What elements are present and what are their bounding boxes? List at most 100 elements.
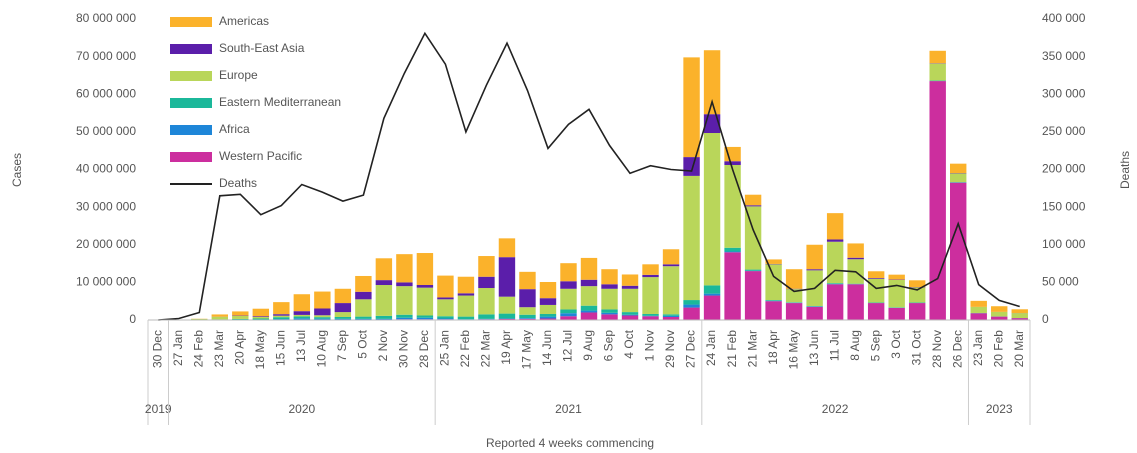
bar-segment bbox=[252, 316, 270, 319]
y-tick-label: 60 000 000 bbox=[76, 86, 136, 100]
bar-segment bbox=[334, 312, 352, 317]
bar-segment bbox=[724, 252, 741, 320]
y-tick-label: 30 000 000 bbox=[76, 199, 136, 213]
bar-segment bbox=[826, 241, 844, 284]
x-tick-label: 28 Dec bbox=[417, 330, 431, 368]
bar-segment bbox=[867, 278, 885, 279]
y2-tick-label: 300 000 bbox=[1042, 86, 1086, 100]
bar-segment bbox=[478, 288, 495, 315]
bar-segment bbox=[519, 318, 536, 319]
bar-segment bbox=[662, 316, 680, 320]
bar-segment bbox=[724, 161, 741, 165]
bar-segment bbox=[355, 316, 372, 319]
bar-segment bbox=[314, 308, 331, 316]
bar-segment bbox=[334, 303, 352, 313]
bar-segment bbox=[375, 318, 393, 320]
bar-segment bbox=[847, 257, 864, 260]
y2-tick-label: 250 000 bbox=[1042, 124, 1086, 138]
bar-segment bbox=[806, 306, 823, 320]
x-tick-label: 27 Jan bbox=[171, 330, 185, 366]
bar-segment bbox=[498, 238, 516, 258]
bar-segment bbox=[970, 300, 987, 307]
bar-segment bbox=[191, 318, 208, 320]
x-tick-label: 23 Mar bbox=[212, 330, 226, 367]
bar-segment bbox=[662, 314, 680, 316]
x-tick-label: 16 May bbox=[786, 330, 800, 369]
bar-segment bbox=[355, 291, 372, 300]
x-tick-label: 22 Feb bbox=[458, 330, 472, 368]
legend-swatch bbox=[170, 17, 212, 27]
bar-segment bbox=[560, 309, 577, 314]
bar-segment bbox=[457, 295, 475, 317]
bar-segment bbox=[416, 285, 434, 288]
bar-segment bbox=[1011, 313, 1028, 319]
bar-segment bbox=[334, 288, 352, 304]
bar-segment bbox=[621, 288, 639, 313]
bar-segment bbox=[867, 271, 885, 279]
legend-label: Eastern Mediterranean bbox=[219, 95, 341, 109]
bar-segment bbox=[519, 289, 536, 308]
bar-segment bbox=[416, 317, 434, 320]
legend-swatch bbox=[170, 98, 212, 108]
x-tick-label: 17 May bbox=[520, 330, 534, 369]
bar-segment bbox=[396, 314, 413, 318]
x-tick-label: 29 Nov bbox=[663, 330, 677, 368]
x-tick-label: 5 Sep bbox=[868, 330, 882, 362]
x-tick-label: 6 Sep bbox=[602, 330, 616, 362]
y-tick-label: 50 000 000 bbox=[76, 124, 136, 138]
bar-segment bbox=[908, 287, 926, 303]
bar-segment bbox=[375, 315, 393, 319]
x-tick-label: 20 Mar bbox=[1012, 330, 1026, 367]
bar-segment bbox=[355, 299, 372, 317]
bar-segment bbox=[457, 293, 475, 296]
bar-segment bbox=[765, 264, 782, 301]
bar-segment bbox=[232, 315, 249, 319]
x-tick-label: 14 Jun bbox=[540, 330, 554, 366]
bar-segment bbox=[478, 314, 495, 319]
bar-segment bbox=[724, 247, 741, 252]
bar-segment bbox=[457, 316, 475, 320]
x-tick-label: 3 Oct bbox=[889, 329, 903, 358]
bar-segment bbox=[929, 81, 946, 320]
bar-segment bbox=[601, 312, 618, 315]
bar-segment bbox=[703, 133, 721, 286]
bar-segment bbox=[580, 286, 598, 306]
legend-swatch bbox=[170, 152, 212, 162]
x-tick-label: 4 Oct bbox=[622, 329, 636, 358]
bar-segment bbox=[580, 257, 598, 280]
bar-segment bbox=[539, 313, 557, 317]
bar-segment bbox=[478, 276, 495, 289]
bar-segment bbox=[991, 311, 1008, 317]
y2-tick-label: 150 000 bbox=[1042, 199, 1086, 213]
year-label: 2019 bbox=[145, 402, 172, 416]
y-tick-label: 40 000 000 bbox=[76, 162, 136, 176]
bar-segment bbox=[519, 318, 536, 320]
bar-segment bbox=[437, 275, 454, 298]
x-tick-label: 18 Apr bbox=[766, 330, 780, 365]
bar-segment bbox=[826, 283, 844, 284]
y-axis-title: Cases bbox=[10, 153, 24, 187]
x-tick-label: 12 Jul bbox=[561, 330, 575, 362]
x-tick-label: 20 Feb bbox=[991, 330, 1005, 368]
bar-segment bbox=[273, 302, 290, 315]
bar-segment bbox=[560, 281, 577, 289]
bar-segment bbox=[867, 303, 885, 320]
bar-segment bbox=[847, 284, 864, 320]
x-tick-label: 1 Nov bbox=[643, 330, 657, 361]
bar-segment bbox=[683, 307, 700, 320]
bar-segment bbox=[888, 274, 905, 280]
bar-segment bbox=[888, 279, 905, 308]
x-tick-label: 8 Aug bbox=[848, 330, 862, 361]
legend-label: Western Pacific bbox=[219, 149, 302, 163]
bar-segment bbox=[601, 288, 618, 310]
bar-segment bbox=[662, 264, 680, 267]
bar-segment bbox=[744, 271, 762, 320]
x-tick-label: 18 May bbox=[253, 330, 267, 369]
bar-segment bbox=[950, 163, 967, 174]
bar-segment bbox=[826, 213, 844, 240]
bar-segment bbox=[703, 50, 721, 115]
x-tick-label: 7 Sep bbox=[335, 330, 349, 362]
bar-segment bbox=[498, 318, 516, 320]
bar-segment bbox=[662, 249, 680, 265]
x-tick-label: 13 Jul bbox=[294, 330, 308, 362]
